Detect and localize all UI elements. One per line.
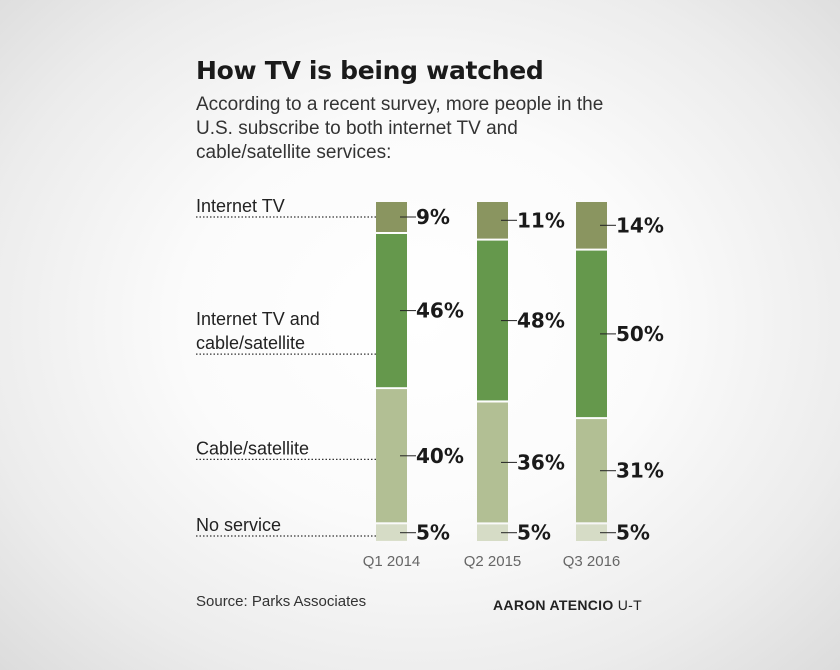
- data-label-cable-satellite-q3-2016: 31%: [616, 459, 664, 483]
- series-label-internet-tv: Internet TV: [196, 196, 285, 216]
- bar-no-service-q1-2014: [376, 524, 407, 541]
- bar-no-service-q2-2015: [477, 524, 508, 541]
- series-label-internet-tv-and-cable-satellite-line-2: cable/satellite: [196, 333, 305, 353]
- data-label-no-service-q1-2014: 5%: [416, 521, 450, 545]
- chart-title: How TV is being watched: [196, 56, 544, 85]
- x-tick-label-q1-2014: Q1 2014: [363, 553, 421, 570]
- source-note: Source: Parks Associates: [196, 593, 367, 610]
- data-label-internet-tv-and-cable-satellite-q1-2014: 46%: [416, 299, 464, 323]
- credit-org: U-T: [617, 597, 642, 613]
- data-label-internet-tv-q2-2015: 11%: [517, 208, 565, 232]
- data-label-cable-satellite-q2-2015: 36%: [517, 450, 565, 474]
- series-label-no-service: No service: [196, 515, 281, 535]
- bar-no-service-q3-2016: [576, 524, 607, 541]
- series-label-cable-satellite: Cable/satellite: [196, 438, 309, 458]
- x-tick-label-q3-2016: Q3 2016: [563, 553, 621, 570]
- data-label-internet-tv-q3-2016: 14%: [616, 213, 664, 237]
- data-label-internet-tv-and-cable-satellite-q3-2016: 50%: [616, 322, 664, 346]
- data-label-no-service-q3-2016: 5%: [616, 521, 650, 545]
- data-label-no-service-q2-2015: 5%: [517, 521, 551, 545]
- data-label-internet-tv-q1-2014: 9%: [416, 205, 450, 229]
- credit-line: AARON ATENCIO U-T: [493, 597, 642, 613]
- credit-name: AARON ATENCIO: [493, 597, 614, 613]
- data-label-cable-satellite-q1-2014: 40%: [416, 444, 464, 468]
- x-tick-label-q2-2015: Q2 2015: [464, 553, 522, 570]
- series-label-internet-tv-and-cable-satellite-line-1: Internet TV and: [196, 309, 320, 329]
- data-label-internet-tv-and-cable-satellite-q2-2015: 48%: [517, 309, 565, 333]
- chart-subtitle: According to a recent survey, more peopl…: [196, 94, 604, 163]
